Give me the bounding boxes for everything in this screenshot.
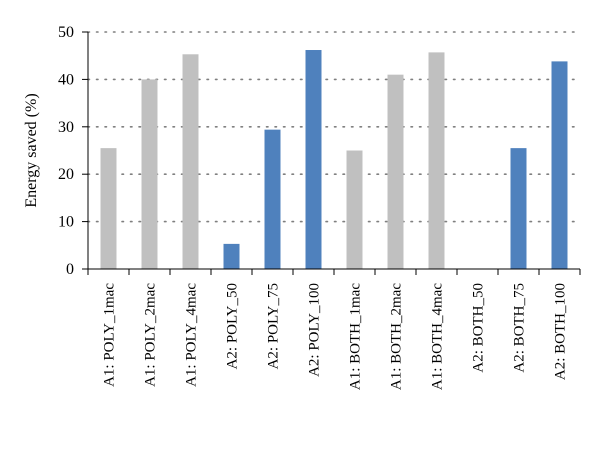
category-label: A1: BOTH_4mac [430, 283, 446, 390]
bar-7 [387, 74, 404, 269]
y-tick-label: 50 [58, 24, 74, 41]
category-label: A1: BOTH_1mac [348, 283, 364, 390]
category-label: A1: POLY_4mac [184, 283, 200, 387]
bar-4 [264, 129, 281, 269]
y-tick-labels: 0 10 20 30 40 50 [58, 24, 74, 278]
category-label: A2: BOTH_50 [471, 283, 487, 373]
bar-3 [223, 243, 240, 269]
bar-2 [182, 54, 199, 269]
y-axis-title: Energy saved (%) [23, 93, 40, 207]
y-tick-label: 20 [58, 166, 74, 183]
axes [82, 31, 581, 275]
bar-5 [305, 50, 322, 270]
category-label: A1: POLY_1mac [102, 283, 118, 387]
bar-8 [428, 52, 445, 269]
y-tick-label: 40 [58, 71, 74, 88]
bar-1 [141, 79, 158, 270]
bar-0 [100, 148, 117, 269]
bars [100, 50, 568, 270]
y-tick-label: 30 [58, 119, 74, 136]
category-label: A2: BOTH_75 [512, 283, 528, 373]
category-label: A1: POLY_2mac [143, 283, 159, 387]
category-label: A2: POLY_75 [266, 283, 282, 369]
bar-11 [551, 61, 568, 269]
gridlines [87, 31, 581, 223]
bar-10 [510, 148, 527, 269]
category-label: A1: BOTH_2mac [389, 283, 405, 390]
category-labels: A1: POLY_1mac A1: POLY_2mac A1: POLY_4mac A… [102, 283, 569, 390]
category-label: A2: BOTH_100 [553, 283, 569, 380]
y-tick-label: 0 [66, 261, 74, 278]
category-label: A2: POLY_50 [225, 283, 241, 369]
category-label: A2: POLY_100 [307, 283, 323, 377]
y-tick-label: 10 [58, 214, 74, 231]
bar-6 [346, 150, 363, 269]
